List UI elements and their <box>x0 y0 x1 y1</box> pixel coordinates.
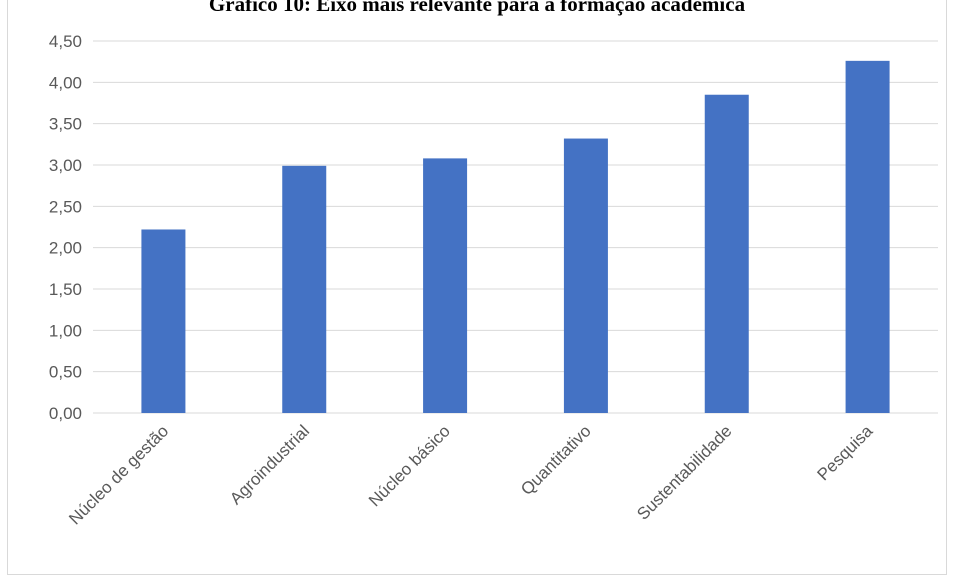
y-tick-label: 2,50 <box>49 197 82 216</box>
gridlines <box>93 40 938 414</box>
x-tick-label: Pesquisa <box>814 421 877 484</box>
x-tick-label: Núcleo básico <box>365 421 454 510</box>
bar <box>704 94 749 413</box>
y-tick-label: 2,00 <box>49 239 82 258</box>
y-tick-label: 3,00 <box>49 156 82 175</box>
x-tick-label: Sustentabilidade <box>633 421 735 523</box>
bar <box>563 138 608 413</box>
x-axis-tick-labels: Núcleo de gestão Agroindustrial Núcleo bás… <box>65 421 877 528</box>
x-tick-label: Núcleo de gestão <box>65 421 172 528</box>
y-tick-label: 1,50 <box>49 280 82 299</box>
bars <box>141 60 890 414</box>
y-axis-tick-labels: 0,00 0,50 1,00 1,50 2,00 2,50 3,00 3,50 4,00 4,50 <box>49 32 82 423</box>
bar <box>423 158 468 413</box>
y-tick-label: 1,00 <box>49 321 82 340</box>
bar <box>845 60 890 414</box>
y-tick-label: 0,50 <box>49 363 82 382</box>
chart-title: Gráfico 10: Eixo mais relevante para a f… <box>208 0 746 16</box>
bar <box>282 165 327 413</box>
y-tick-label: 3,50 <box>49 115 82 134</box>
bar <box>141 229 186 413</box>
y-tick-label: 0,00 <box>49 404 82 423</box>
x-tick-label: Agroindustrial <box>226 421 313 508</box>
x-tick-label: Quantitativo <box>517 421 595 499</box>
y-tick-label: 4,50 <box>49 32 82 51</box>
y-tick-label: 4,00 <box>49 73 82 92</box>
